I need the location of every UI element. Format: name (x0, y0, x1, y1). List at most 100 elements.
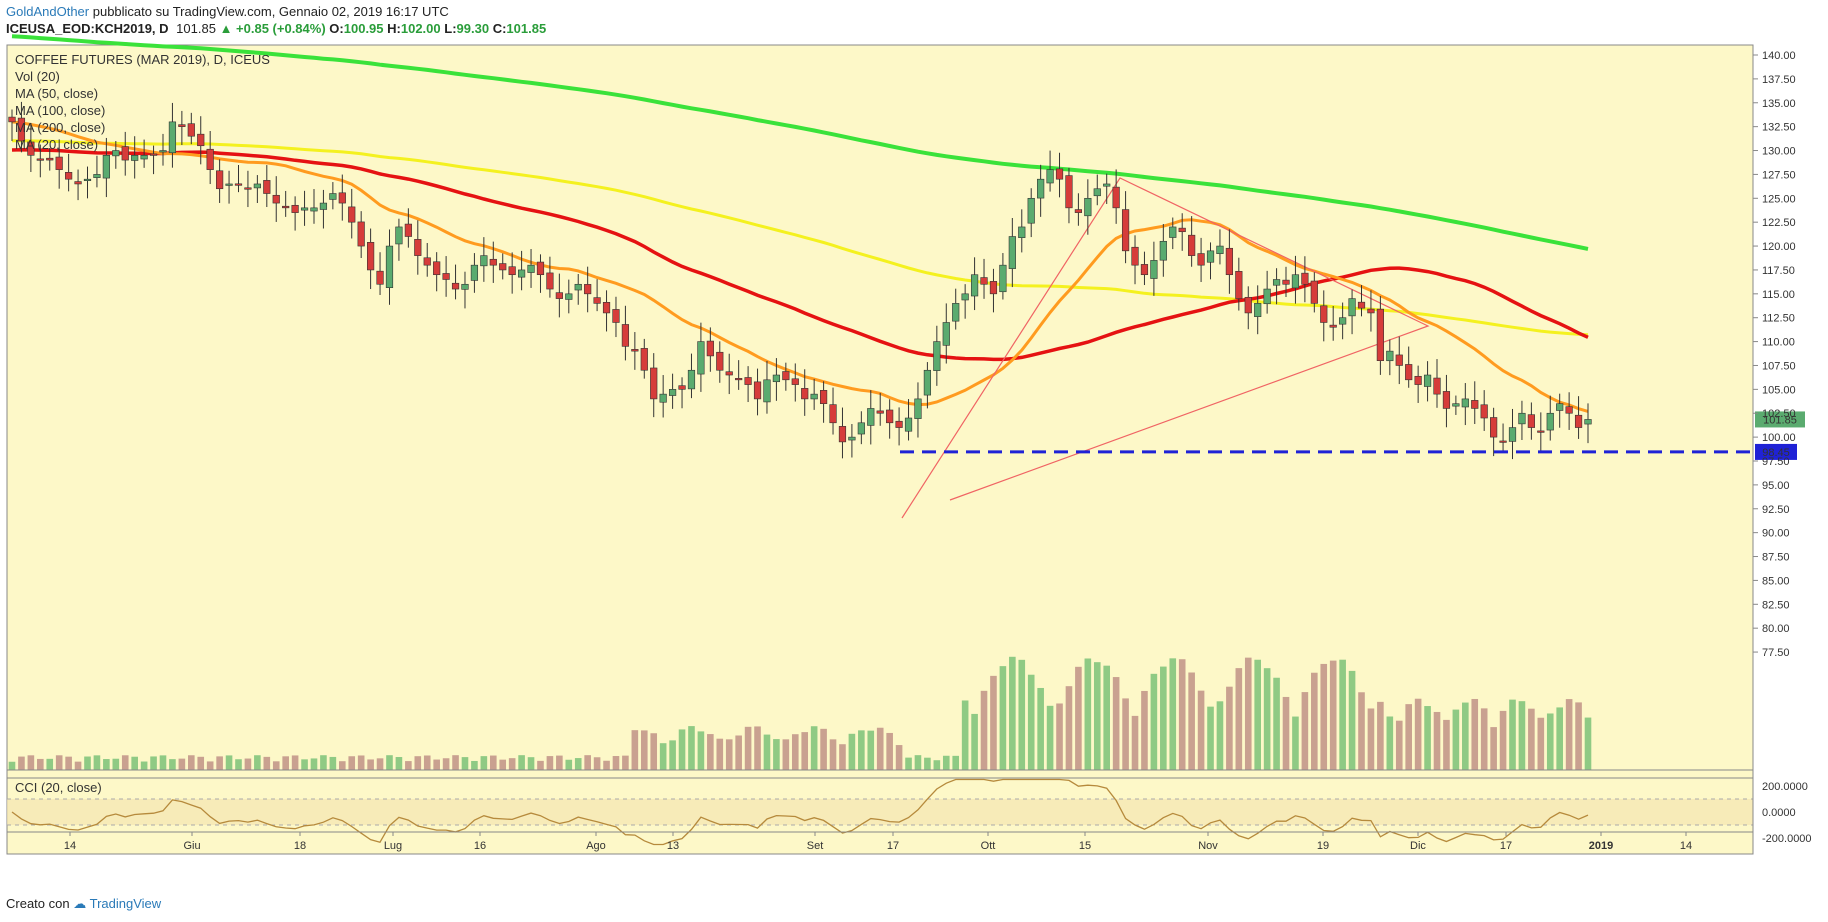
candle-up (527, 264, 535, 273)
candle-down (801, 388, 809, 400)
candle-down (1282, 279, 1290, 285)
time-tick-label: Giu (183, 840, 200, 852)
volume-bar (320, 755, 327, 770)
close-label: C: (492, 21, 507, 36)
candle-down (1376, 308, 1384, 361)
candle-up (687, 369, 696, 390)
candle-down (1074, 209, 1082, 213)
volume-bar (697, 731, 705, 770)
candle-down (367, 242, 375, 271)
time-tick-label: 17 (887, 840, 899, 852)
price-tick-label: 82.50 (1762, 599, 1790, 611)
volume-bar (773, 739, 780, 770)
candle-down (1480, 404, 1488, 419)
volume-bar (37, 758, 44, 770)
volume-bar (1395, 720, 1403, 770)
price-tick-label: 95.00 (1762, 480, 1790, 492)
candle-down (725, 371, 733, 376)
candle-up (848, 436, 856, 441)
candle-down (1574, 414, 1583, 428)
volume-bar (537, 760, 544, 770)
candle-up (1546, 412, 1554, 431)
volume-bar (820, 728, 827, 770)
price-tick-label: 97.50 (1762, 456, 1790, 468)
candle-up (131, 155, 139, 161)
candle-up (970, 274, 979, 297)
candle-down (187, 123, 195, 137)
cci-line (11, 778, 1589, 846)
legend-vol: Vol (20) (15, 69, 60, 84)
candle-down (791, 378, 799, 385)
open-label: O: (329, 21, 344, 36)
volume-bar (1414, 698, 1422, 770)
volume-bar (272, 761, 280, 770)
candle-down (1055, 168, 1064, 180)
volume-bar (810, 726, 818, 770)
legend-title: COFFEE FUTURES (MAR 2019), D, ICEUS (15, 52, 270, 67)
candle-up (1008, 236, 1016, 269)
volume-bar (301, 759, 308, 770)
candle-down (282, 205, 290, 209)
candle-down (234, 183, 243, 186)
candle-down (744, 377, 752, 385)
volume-bar (244, 758, 252, 770)
volume-bar (140, 761, 148, 770)
candle-up (1216, 245, 1224, 254)
candle-up (1452, 403, 1460, 407)
price-tick-label: 102.50 (1762, 408, 1796, 420)
candle-down (716, 351, 724, 371)
time-tick-label: 19 (1317, 840, 1329, 852)
legend-cci: CCI (20, close) (15, 780, 102, 795)
price-tick-label: 117.50 (1762, 265, 1795, 277)
volume-bar (1282, 696, 1290, 770)
cci-tick-label: -200.0000 (1762, 833, 1812, 845)
volume-bar (338, 761, 346, 770)
volume-bar (1537, 717, 1545, 770)
volume-bar (1037, 687, 1044, 770)
author-link[interactable]: GoldAndOther (6, 4, 90, 19)
volume-bar (1122, 698, 1129, 770)
candle-up (1291, 274, 1300, 289)
candle-up (1159, 240, 1167, 261)
tradingview-brand[interactable]: TradingView (89, 896, 162, 911)
volume-bar (1093, 662, 1101, 770)
volume-bar (999, 666, 1007, 770)
candle-down (206, 148, 214, 170)
volume-bar (1131, 715, 1139, 770)
candle-down (1244, 296, 1252, 314)
volume-bar (612, 756, 620, 770)
volume-bar (961, 700, 969, 770)
candle-up (810, 393, 818, 400)
volume-bar (178, 758, 186, 770)
volume-bar (263, 756, 271, 770)
volume-bar (914, 755, 922, 770)
volume-bar (735, 735, 742, 770)
candle-up (1027, 197, 1035, 224)
legend-ma20: MA (20, close) (15, 137, 98, 152)
candle-down (1112, 186, 1120, 209)
candle-down (1442, 391, 1451, 409)
candle-down (1320, 305, 1328, 323)
candle-up (1348, 298, 1356, 317)
candle-down (555, 292, 563, 299)
candle-up (1518, 412, 1526, 425)
candle-down (272, 194, 280, 204)
candle-down (631, 349, 639, 352)
volume-bar (1528, 708, 1535, 770)
volume-bar (1009, 656, 1016, 770)
volume-bar (1452, 709, 1460, 770)
volume-bar (1188, 672, 1195, 770)
volume-bar (348, 756, 356, 770)
candle-up (1150, 260, 1158, 279)
candle-up (310, 207, 318, 212)
price-tick-label: 77.50 (1762, 647, 1790, 659)
volume-bar (112, 758, 120, 770)
candle-up (1084, 197, 1092, 217)
volume-bar (499, 759, 507, 770)
volume-bar (1056, 703, 1063, 770)
time-tick-label: 14 (64, 840, 76, 852)
candle-down (602, 301, 611, 314)
candle-down (735, 378, 743, 381)
volume-bar (1178, 659, 1186, 770)
